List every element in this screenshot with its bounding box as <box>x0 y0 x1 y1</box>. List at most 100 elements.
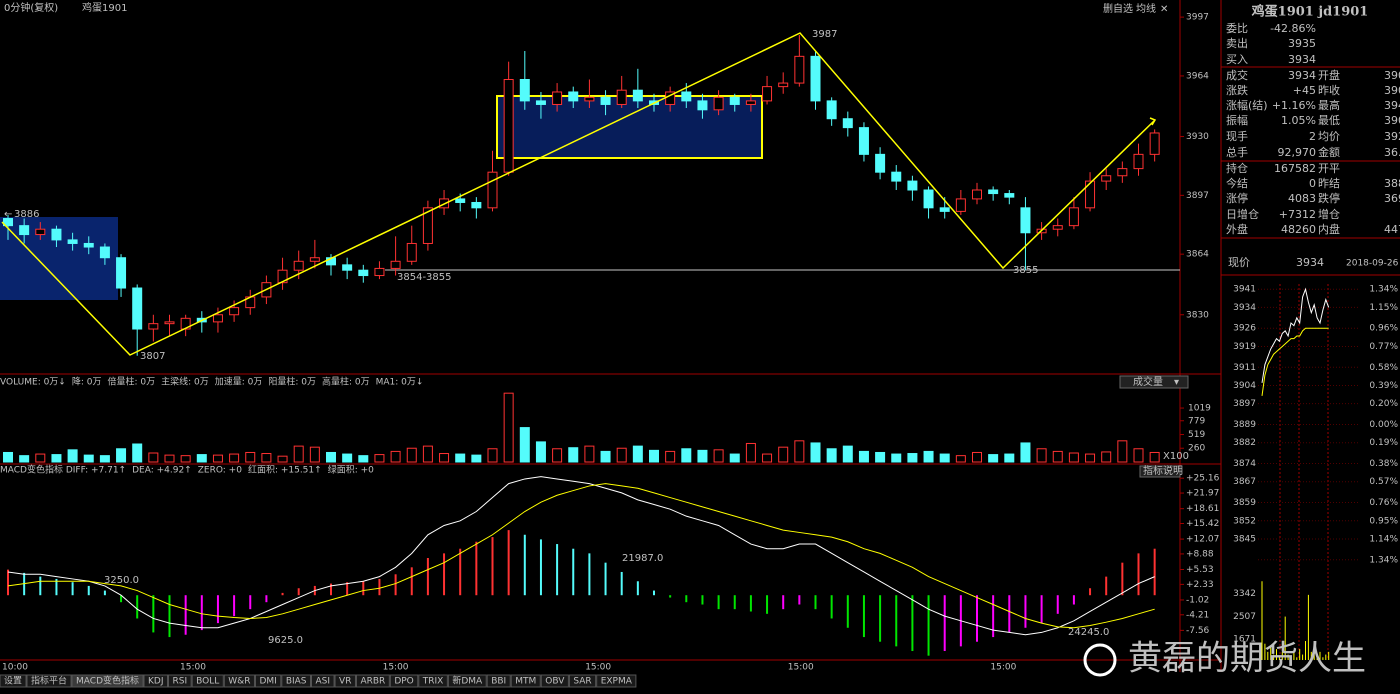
volume-bar <box>439 453 450 463</box>
tab-bg[interactable] <box>418 674 448 688</box>
tab[interactable]: TRIX <box>418 674 448 688</box>
tab[interactable]: VR <box>334 674 356 688</box>
tab-label[interactable]: KDJ <box>148 677 164 687</box>
tab-label[interactable]: ARBR <box>360 677 385 687</box>
y-tick-label: 3934 <box>1233 303 1256 313</box>
tab[interactable]: DPO <box>389 674 419 688</box>
y-tick-label: 260 <box>1188 444 1205 454</box>
y2-tick-label: 0.20% <box>1369 399 1398 409</box>
tab-bg[interactable] <box>311 674 335 688</box>
tab-label[interactable]: BBI <box>491 677 506 687</box>
tab[interactable]: MTM <box>510 674 541 688</box>
tab[interactable]: 新DMA <box>447 674 487 688</box>
legend-item: 倍量柱: 0万 <box>107 376 155 388</box>
tab-label[interactable]: MTM <box>515 677 536 687</box>
tab[interactable]: ARBR <box>355 674 390 688</box>
tab-bg[interactable] <box>168 674 192 688</box>
y-tick-label: -1.02 <box>1186 595 1209 605</box>
tab-bg[interactable] <box>143 674 169 688</box>
tab-bg[interactable] <box>71 674 144 688</box>
tab-label[interactable]: ASI <box>316 677 331 687</box>
y2-tick-label: 1.14% <box>1369 534 1398 544</box>
legend-item: VOLUME: 0万↓ <box>0 378 66 388</box>
quote-value: 48260 <box>1281 223 1316 236</box>
tab-label[interactable]: DPO <box>394 677 413 687</box>
tab[interactable]: MACD变色指标 <box>71 674 144 688</box>
tab-label[interactable]: 新DMA <box>452 675 483 687</box>
indicator-button[interactable] <box>1119 375 1189 389</box>
tab-label[interactable]: BIAS <box>286 677 307 687</box>
tab-label[interactable]: BOLL <box>196 677 219 687</box>
tab-bg[interactable] <box>254 674 282 688</box>
tab[interactable]: KDJ <box>143 674 169 688</box>
y2-tick-label: 0.57% <box>1369 477 1398 487</box>
tab-bg[interactable] <box>26 674 72 688</box>
quote-value: 4083 <box>1288 192 1316 205</box>
y-tick-label: 3964 <box>1186 71 1209 81</box>
tab-label[interactable]: 指标平台 <box>31 675 67 687</box>
tab-label[interactable]: EXPMA <box>601 677 633 687</box>
legend-item: MACD变色指标 DIFF: +7.71↑ <box>0 464 126 476</box>
tab[interactable]: OBV <box>540 674 569 688</box>
tab[interactable]: SAR <box>568 674 597 688</box>
tab[interactable]: BBI <box>486 674 511 688</box>
annotation: 3807 <box>140 351 165 362</box>
tab[interactable]: DMI <box>254 674 282 688</box>
volume-bar <box>374 454 385 463</box>
volume-bar <box>907 453 918 463</box>
tab[interactable]: RSI <box>168 674 192 688</box>
indicator-button[interactable] <box>1139 465 1181 478</box>
tab-bg[interactable] <box>191 674 224 688</box>
button[interactable]: 均线 <box>1136 2 1156 15</box>
tab-bg[interactable] <box>568 674 597 688</box>
tab[interactable]: BOLL <box>191 674 224 688</box>
unit-label: X100 <box>1163 451 1189 462</box>
volume-bar <box>842 445 853 463</box>
volume-bar <box>778 446 789 463</box>
tab-bg[interactable] <box>540 674 569 688</box>
candle-body <box>584 96 595 102</box>
candle-body <box>745 100 756 105</box>
tab-label[interactable]: 设置 <box>4 676 22 687</box>
tab-bg[interactable] <box>355 674 390 688</box>
volume-bar <box>713 449 724 463</box>
tab-bg[interactable] <box>486 674 511 688</box>
tab-bg[interactable] <box>0 674 27 688</box>
tab-label[interactable]: W&R <box>228 677 250 687</box>
tab[interactable]: ASI <box>311 674 335 688</box>
indicator-button-label[interactable]: 指标说明 <box>1143 464 1183 477</box>
tab[interactable]: BIAS <box>281 674 312 688</box>
tab-label[interactable]: RSI <box>173 677 188 687</box>
tab-bg[interactable] <box>334 674 356 688</box>
tab-bg[interactable] <box>281 674 312 688</box>
volume-bar <box>83 454 94 463</box>
tab-label[interactable]: DMI <box>259 677 276 687</box>
tab-label[interactable]: TRIX <box>422 677 444 687</box>
tab-bg[interactable] <box>447 674 487 688</box>
tab[interactable]: 设置 <box>0 674 27 688</box>
y-tick-label: 3897 <box>1186 191 1209 201</box>
close-icon[interactable]: ✕ <box>1160 4 1168 15</box>
indicator-button-label[interactable]: 成交量 <box>1133 375 1163 388</box>
y-tick-label: +5.53 <box>1186 565 1214 575</box>
tab-label[interactable]: MACD变色指标 <box>76 675 139 687</box>
tab-label[interactable]: VR <box>339 677 351 687</box>
tab-label[interactable]: SAR <box>573 677 591 687</box>
volume-bar <box>261 453 272 463</box>
tab-bg[interactable] <box>596 674 637 688</box>
candle-body <box>955 198 966 212</box>
tab-bg[interactable] <box>223 674 255 688</box>
tab-label[interactable]: OBV <box>545 677 565 687</box>
quote-label: 涨幅(结) <box>1226 99 1268 112</box>
tab-bg[interactable] <box>510 674 541 688</box>
y2-tick-label: 0.38% <box>1369 459 1398 469</box>
intraday-avg <box>1261 327 1329 396</box>
tab[interactable]: 指标平台 <box>26 674 72 688</box>
y-tick-label: 779 <box>1188 416 1205 426</box>
candle-body <box>35 228 46 236</box>
dropdown-icon[interactable]: ▾ <box>1174 377 1179 388</box>
tab-bg[interactable] <box>389 674 419 688</box>
button[interactable]: 删自选 <box>1103 2 1133 15</box>
tab[interactable]: W&R <box>223 674 255 688</box>
tab[interactable]: EXPMA <box>596 674 637 688</box>
